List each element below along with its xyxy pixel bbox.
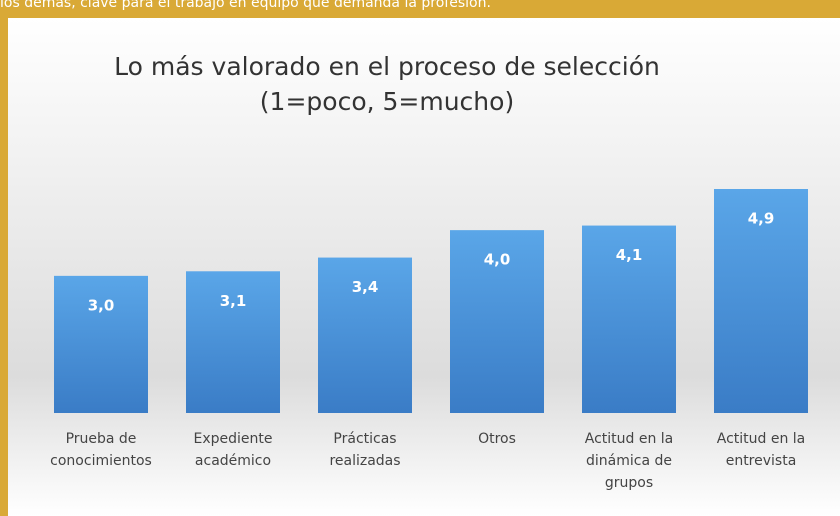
bar: [582, 225, 676, 413]
chart-title: (1=poco, 5=mucho): [260, 87, 514, 116]
value-label: 4,1: [616, 246, 643, 264]
plot-background: [8, 18, 840, 516]
value-label: 3,1: [220, 292, 247, 310]
value-label: 4,9: [748, 210, 775, 228]
bar: [186, 271, 280, 413]
chart-title: Lo más valorado en el proceso de selecci…: [114, 52, 660, 81]
value-label: 3,4: [352, 278, 379, 296]
bar: [318, 257, 412, 413]
x-tick-label: Prueba de: [66, 431, 137, 447]
x-tick-label: académico: [195, 453, 271, 469]
bar: [54, 275, 148, 413]
bar: [450, 230, 544, 413]
x-tick-label: dinámica de: [586, 453, 672, 469]
header-text: los demás, clave para el trabajo en equi…: [0, 0, 491, 11]
x-tick-label: conocimientos: [50, 453, 152, 469]
bar: [714, 189, 808, 413]
chart: Lo más valorado en el proceso de selecci…: [8, 18, 840, 516]
x-tick-label: entrevista: [726, 453, 797, 469]
x-tick-label: Prácticas: [333, 431, 396, 447]
value-label: 3,0: [88, 296, 115, 314]
x-tick-label: Otros: [478, 431, 516, 447]
x-tick-label: realizadas: [329, 453, 400, 469]
value-label: 4,0: [484, 251, 511, 269]
x-tick-label: Actitud en la: [717, 431, 806, 447]
x-tick-label: Actitud en la: [585, 431, 674, 447]
x-tick-label: grupos: [605, 475, 653, 491]
x-tick-label: Expediente: [194, 431, 273, 447]
